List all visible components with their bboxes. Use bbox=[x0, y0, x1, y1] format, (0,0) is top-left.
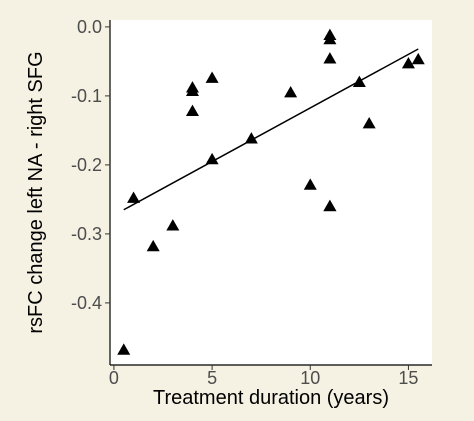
x-tick-label: 5 bbox=[207, 368, 217, 388]
y-tick-label: -0.2 bbox=[71, 155, 102, 175]
data-point bbox=[323, 32, 337, 45]
data-point bbox=[146, 239, 160, 252]
data-point bbox=[127, 191, 141, 203]
trend-line bbox=[123, 48, 419, 211]
y-axis-title-group: rsFC change left NA - right SFG bbox=[25, 51, 47, 333]
data-point bbox=[244, 132, 258, 144]
data-point bbox=[323, 199, 337, 212]
data-point bbox=[185, 84, 199, 96]
data-point bbox=[205, 152, 219, 165]
x-axis-title: Treatment duration (years) bbox=[153, 387, 389, 409]
y-tick-label: -0.4 bbox=[71, 293, 102, 313]
data-point bbox=[117, 343, 131, 355]
y-tick-label: -0.1 bbox=[71, 86, 102, 106]
x-tick-label: 0 bbox=[109, 368, 119, 388]
data-point bbox=[362, 117, 376, 129]
y-tick-label: 0.0 bbox=[77, 17, 102, 37]
data-point bbox=[166, 219, 180, 231]
data-point bbox=[411, 52, 425, 65]
y-tick-label: -0.3 bbox=[71, 224, 102, 244]
y-axis-title: rsFC change left NA - right SFG bbox=[25, 51, 47, 333]
x-tick-label: 15 bbox=[398, 368, 418, 388]
data-points bbox=[117, 28, 425, 355]
data-point bbox=[323, 52, 337, 64]
data-point bbox=[352, 75, 366, 87]
data-point bbox=[303, 178, 317, 190]
axes: 0 5 10 15 0.0 -0.1 -0.2 -0.3 -0.4 bbox=[71, 17, 432, 388]
data-point bbox=[185, 104, 199, 116]
x-tick-label: 10 bbox=[300, 368, 320, 388]
data-point bbox=[205, 71, 219, 83]
plot-panel bbox=[110, 20, 432, 365]
data-point bbox=[284, 85, 298, 98]
data-point bbox=[401, 56, 415, 69]
trend-line-group bbox=[123, 48, 419, 211]
